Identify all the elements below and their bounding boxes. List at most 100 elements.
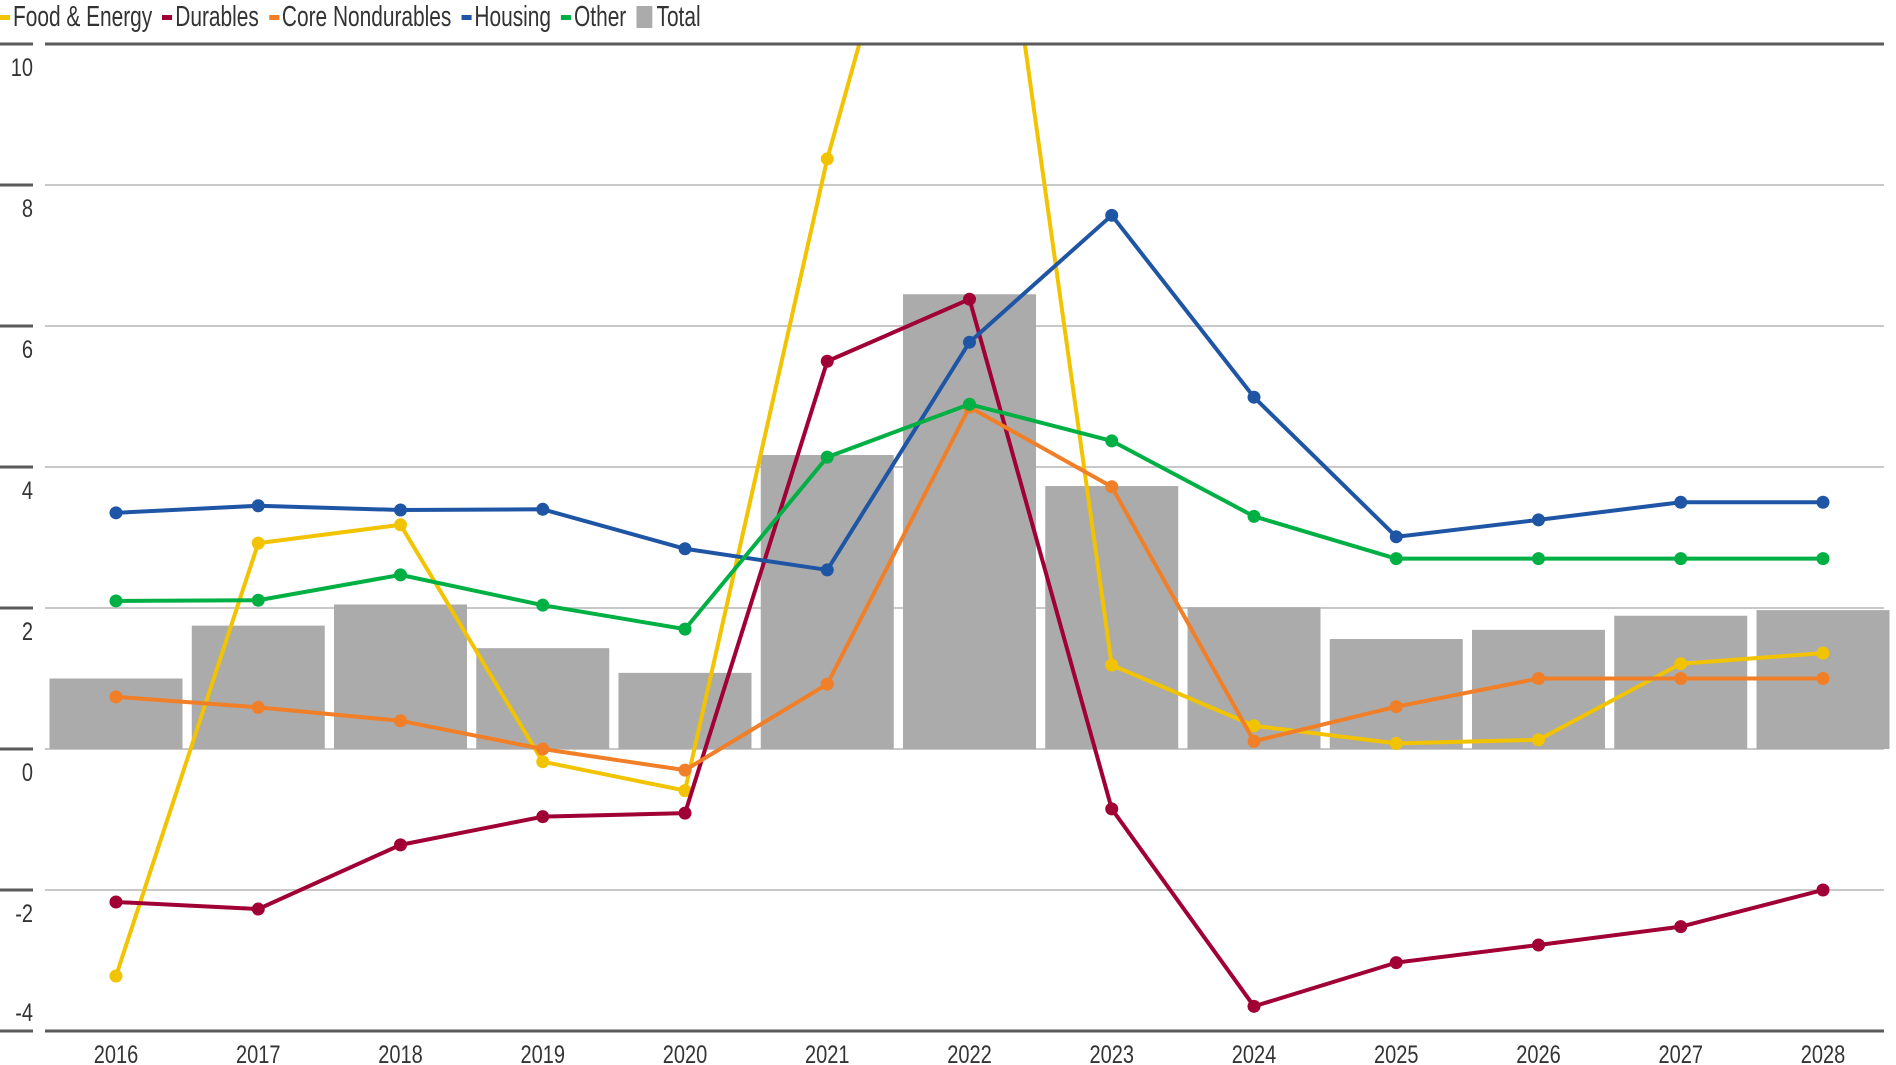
point-housing-2018 [394,503,407,517]
ytick-label: 8 [22,195,33,223]
legend-label: Housing [474,0,552,33]
series-durables [109,292,1830,1013]
point-other-2024 [1247,509,1261,523]
point-core-nondurables-2018 [394,714,407,728]
point-durables-2027 [1674,920,1688,934]
ytick-label: 2 [22,618,33,646]
series-housing [109,208,1830,577]
point-housing-2027 [1674,495,1688,509]
chart-legend: Food & Energy Durables Core Nondurables Hou… [0,0,711,34]
point-housing-2024 [1247,390,1261,404]
point-core-nondurables-2025 [1389,700,1403,714]
point-durables-2023 [1105,802,1119,816]
point-housing-2028 [1816,495,1830,509]
point-other-2025 [1389,552,1403,566]
point-housing-2016 [109,506,123,520]
xtick-label: 2016 [94,1041,138,1065]
xtick-label: 2026 [1516,1041,1560,1065]
xtick-label: 2021 [805,1041,849,1065]
point-other-2016 [109,594,123,608]
point-food-energy-2028 [1816,646,1830,660]
xtick-label: 2022 [947,1041,991,1065]
point-housing-2023 [1105,208,1119,222]
total-bars [49,294,1890,749]
point-durables-2022 [963,292,976,306]
point-core-nondurables-2017 [251,700,265,714]
point-food-energy-2017 [251,536,265,550]
point-core-nondurables-2021 [820,677,834,691]
point-core-nondurables-2028 [1816,672,1830,685]
point-housing-2025 [1389,530,1403,544]
point-durables-2017 [251,902,265,916]
ytick-label: -2 [15,900,33,928]
xtick-label: 2027 [1659,1041,1703,1065]
point-food-energy-2023 [1105,658,1119,672]
bar-total-2016 [49,678,183,749]
bar-total-2025 [1329,639,1463,749]
point-other-2026 [1532,552,1545,566]
legend-item-other: Other [561,1,626,34]
xtick-label: 2019 [521,1041,565,1065]
point-core-nondurables-2020 [678,763,692,777]
point-other-2020 [678,622,692,636]
point-durables-2025 [1389,956,1403,970]
point-food-energy-2019 [536,755,550,769]
point-durables-2016 [109,895,123,909]
xtick-label: 2017 [236,1041,280,1065]
point-housing-2026 [1532,513,1545,527]
legend-label: Food & Energy [12,0,153,33]
series-lines [109,44,1830,1013]
point-durables-2018 [394,838,407,852]
ytick-label: 0 [22,759,33,787]
point-food-energy-2027 [1674,657,1688,671]
legend-item-durables: Durables [162,1,259,34]
point-housing-2020 [678,542,692,556]
legend-swatch-durables [162,14,173,20]
ytick-label: 4 [22,477,33,505]
legend-swatch-core-nondurables [268,14,280,20]
xtick-label: 2018 [378,1041,422,1065]
point-housing-2022 [963,335,976,349]
point-core-nondurables-2016 [109,690,123,704]
xtick-label: 2028 [1801,1041,1845,1065]
legend-label: Other [574,0,627,33]
point-other-2023 [1105,434,1119,448]
point-housing-2021 [820,563,834,577]
point-durables-2021 [820,354,834,368]
legend-item-housing: Housing [461,1,551,34]
legend-item-food-energy: Food & Energy [0,1,152,34]
legend-label: Durables [175,0,259,33]
point-durables-2028 [1816,883,1830,897]
point-other-2022 [963,397,976,411]
point-food-energy-2018 [394,518,407,532]
legend-swatch-food-energy [0,14,11,20]
point-core-nondurables-2019 [536,742,550,756]
point-other-2027 [1674,552,1688,566]
xtick-label: 2023 [1090,1041,1134,1065]
point-other-2017 [251,593,265,607]
point-food-energy-2016 [109,969,123,983]
ytick-label: 6 [22,336,33,364]
point-food-energy-2024 [1247,719,1261,733]
legend-swatch-other [561,14,572,20]
point-other-2019 [536,598,550,612]
point-core-nondurables-2023 [1105,480,1119,494]
point-housing-2017 [251,499,265,513]
point-core-nondurables-2026 [1532,672,1545,685]
bar-total-2023 [1045,486,1179,749]
point-food-energy-2025 [1389,736,1403,750]
point-housing-2019 [536,502,550,516]
point-other-2018 [394,568,407,582]
point-durables-2019 [536,810,550,824]
bar-total-2026 [1472,629,1605,749]
legend-item-core-nondurables: Core Nondurables [268,1,451,34]
legend-swatch-housing [461,14,472,20]
series-food-energy [109,44,1830,983]
point-durables-2020 [678,806,692,820]
legend-item-total: Total [636,1,701,34]
xtick-label: 2024 [1232,1041,1276,1065]
bar-total-2022 [903,294,1036,749]
xtick-label: 2020 [663,1041,707,1065]
point-food-energy-2020 [678,784,692,798]
